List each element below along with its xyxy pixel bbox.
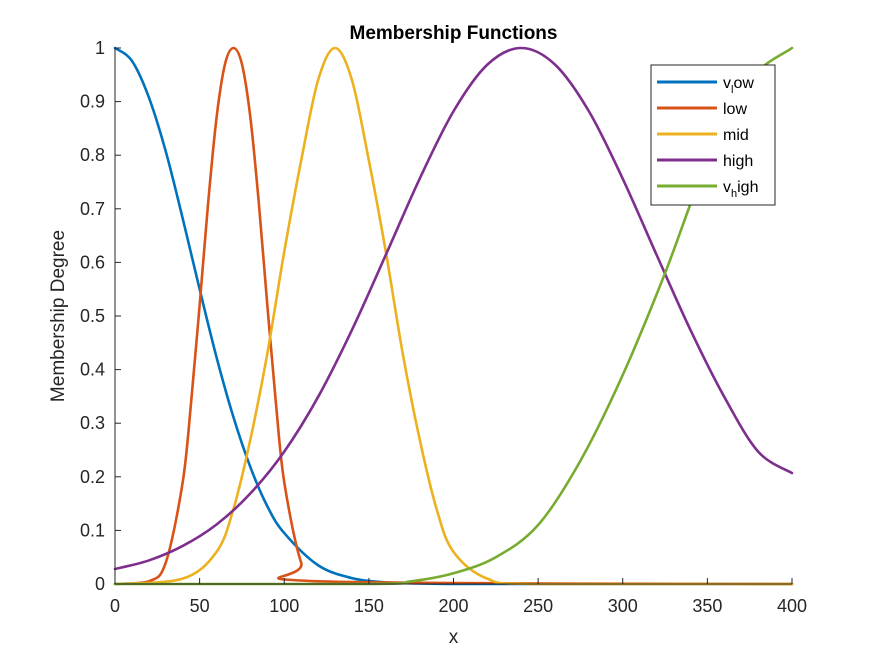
series-line-high (113, 46, 794, 571)
x-tick-label: 50 (190, 596, 210, 616)
chart-title: Membership Functions (350, 23, 558, 44)
legend: vlow low mid high vhigh (650, 64, 776, 206)
y-tick-label: 0 (95, 574, 105, 594)
x-tick-label: 350 (692, 596, 722, 616)
legend-label-mid: mid (723, 127, 749, 144)
y-tick-label: 0.1 (80, 520, 105, 540)
x-tick-label: 0 (110, 596, 120, 616)
y-tick-label: 0.7 (80, 199, 105, 219)
x-tick-label: 150 (354, 596, 384, 616)
legend-label-low: low (723, 101, 747, 118)
tick-labels: 0 50 100 150 200 250 300 350 400 0 0.1 0.2 0.3 0.4 0.5… (80, 38, 807, 616)
series-line-low (113, 46, 794, 586)
y-tick-label: 1 (95, 38, 105, 58)
legend-label-v-low: vlow (723, 75, 754, 96)
y-axis-label: Membership Degree (48, 230, 69, 402)
x-axis-label: x (449, 627, 459, 648)
y-tick-label: 0.6 (80, 252, 105, 272)
y-tick-label: 0.3 (80, 413, 105, 433)
legend-label-high: high (723, 153, 753, 170)
x-tick-label: 300 (608, 596, 638, 616)
y-tick-label: 0.4 (80, 360, 105, 380)
y-tick-label: 0.2 (80, 467, 105, 487)
x-tick-label: 400 (777, 596, 807, 616)
x-tick-label: 100 (269, 596, 299, 616)
legend-label-v-high: vhigh (723, 179, 758, 200)
y-tick-label: 0.9 (80, 92, 105, 112)
y-tick-label: 0.8 (80, 145, 105, 165)
x-tick-label: 200 (438, 596, 468, 616)
series-line-mid (113, 46, 794, 586)
x-tick-label: 250 (523, 596, 553, 616)
y-tick-label: 0.5 (80, 306, 105, 326)
axes (114, 47, 793, 585)
